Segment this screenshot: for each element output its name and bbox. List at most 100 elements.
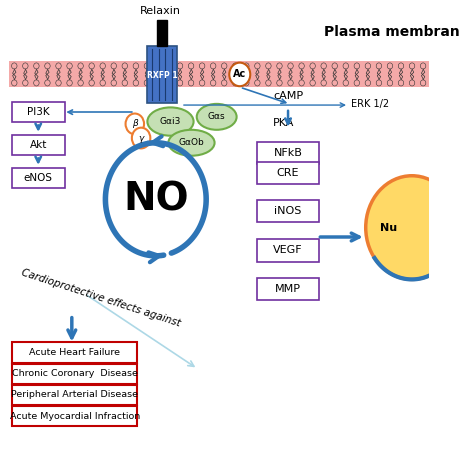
Circle shape xyxy=(122,80,128,86)
Ellipse shape xyxy=(168,130,215,156)
Circle shape xyxy=(310,80,315,86)
Circle shape xyxy=(200,63,205,69)
Circle shape xyxy=(166,63,172,69)
Text: CRE: CRE xyxy=(277,168,299,178)
Text: Plasma membran: Plasma membran xyxy=(324,25,459,39)
Circle shape xyxy=(420,80,426,86)
Circle shape xyxy=(166,80,172,86)
Text: γ: γ xyxy=(138,134,144,143)
Circle shape xyxy=(155,80,161,86)
Circle shape xyxy=(111,80,117,86)
Circle shape xyxy=(376,63,382,69)
Circle shape xyxy=(67,80,72,86)
Circle shape xyxy=(255,80,260,86)
Text: Akt: Akt xyxy=(29,140,47,150)
Text: PKA: PKA xyxy=(273,118,295,128)
Circle shape xyxy=(45,80,50,86)
Circle shape xyxy=(177,80,183,86)
Circle shape xyxy=(410,63,415,69)
Circle shape xyxy=(321,80,327,86)
Circle shape xyxy=(255,63,260,69)
Text: Gαs: Gαs xyxy=(208,112,226,121)
Circle shape xyxy=(89,80,94,86)
Circle shape xyxy=(299,80,304,86)
Text: ERK 1/2: ERK 1/2 xyxy=(351,99,389,109)
Circle shape xyxy=(229,63,250,86)
Text: RXFP 1: RXFP 1 xyxy=(147,71,177,80)
Circle shape xyxy=(111,63,117,69)
Circle shape xyxy=(89,63,94,69)
FancyBboxPatch shape xyxy=(157,20,167,46)
Text: eNOS: eNOS xyxy=(24,173,53,183)
Circle shape xyxy=(365,63,371,69)
Text: β: β xyxy=(132,119,137,128)
FancyBboxPatch shape xyxy=(12,102,64,122)
FancyBboxPatch shape xyxy=(257,239,319,262)
Circle shape xyxy=(122,63,128,69)
Circle shape xyxy=(321,63,327,69)
Text: Gαi3: Gαi3 xyxy=(160,117,181,126)
Text: NO: NO xyxy=(123,180,189,219)
Circle shape xyxy=(343,80,348,86)
Circle shape xyxy=(56,80,61,86)
Circle shape xyxy=(34,80,39,86)
FancyBboxPatch shape xyxy=(12,168,64,189)
Circle shape xyxy=(288,63,293,69)
Circle shape xyxy=(155,63,161,69)
FancyBboxPatch shape xyxy=(12,385,137,405)
Circle shape xyxy=(78,80,83,86)
Circle shape xyxy=(277,63,282,69)
Text: MMP: MMP xyxy=(275,284,301,294)
Circle shape xyxy=(11,80,17,86)
Circle shape xyxy=(233,63,238,69)
Text: Acute Heart Failure: Acute Heart Failure xyxy=(29,348,120,357)
Circle shape xyxy=(332,63,337,69)
Circle shape xyxy=(288,80,293,86)
Text: VEGF: VEGF xyxy=(273,245,303,255)
Circle shape xyxy=(34,63,39,69)
FancyBboxPatch shape xyxy=(12,406,137,426)
Circle shape xyxy=(132,128,150,148)
Circle shape xyxy=(233,80,238,86)
Circle shape xyxy=(354,80,360,86)
Circle shape xyxy=(67,63,72,69)
Circle shape xyxy=(266,63,271,69)
Circle shape xyxy=(210,80,216,86)
Circle shape xyxy=(11,63,17,69)
Circle shape xyxy=(23,63,28,69)
Circle shape xyxy=(366,176,458,279)
Circle shape xyxy=(221,63,227,69)
Text: Cardioprotective effects against: Cardioprotective effects against xyxy=(20,268,182,329)
Circle shape xyxy=(221,80,227,86)
Circle shape xyxy=(398,80,404,86)
FancyBboxPatch shape xyxy=(147,46,177,103)
FancyBboxPatch shape xyxy=(12,135,64,155)
Text: Chronic Coronary  Disease: Chronic Coronary Disease xyxy=(12,369,137,378)
Circle shape xyxy=(410,80,415,86)
Circle shape xyxy=(210,63,216,69)
FancyBboxPatch shape xyxy=(257,142,319,164)
Circle shape xyxy=(420,63,426,69)
Circle shape xyxy=(277,80,282,86)
Circle shape xyxy=(144,80,150,86)
Circle shape xyxy=(45,63,50,69)
Circle shape xyxy=(332,80,337,86)
Circle shape xyxy=(244,63,249,69)
Circle shape xyxy=(365,80,371,86)
Circle shape xyxy=(310,63,315,69)
Circle shape xyxy=(343,63,348,69)
Text: GαOb: GαOb xyxy=(179,138,204,147)
Circle shape xyxy=(144,63,150,69)
Circle shape xyxy=(133,63,138,69)
Circle shape xyxy=(126,114,144,134)
Circle shape xyxy=(299,63,304,69)
Circle shape xyxy=(188,80,194,86)
Circle shape xyxy=(354,63,360,69)
Circle shape xyxy=(23,80,28,86)
Circle shape xyxy=(100,63,105,69)
Text: PI3K: PI3K xyxy=(27,107,50,117)
Ellipse shape xyxy=(197,104,237,130)
Text: Peripheral Arterial Disease: Peripheral Arterial Disease xyxy=(11,391,138,400)
FancyBboxPatch shape xyxy=(257,200,319,222)
FancyBboxPatch shape xyxy=(257,162,319,184)
